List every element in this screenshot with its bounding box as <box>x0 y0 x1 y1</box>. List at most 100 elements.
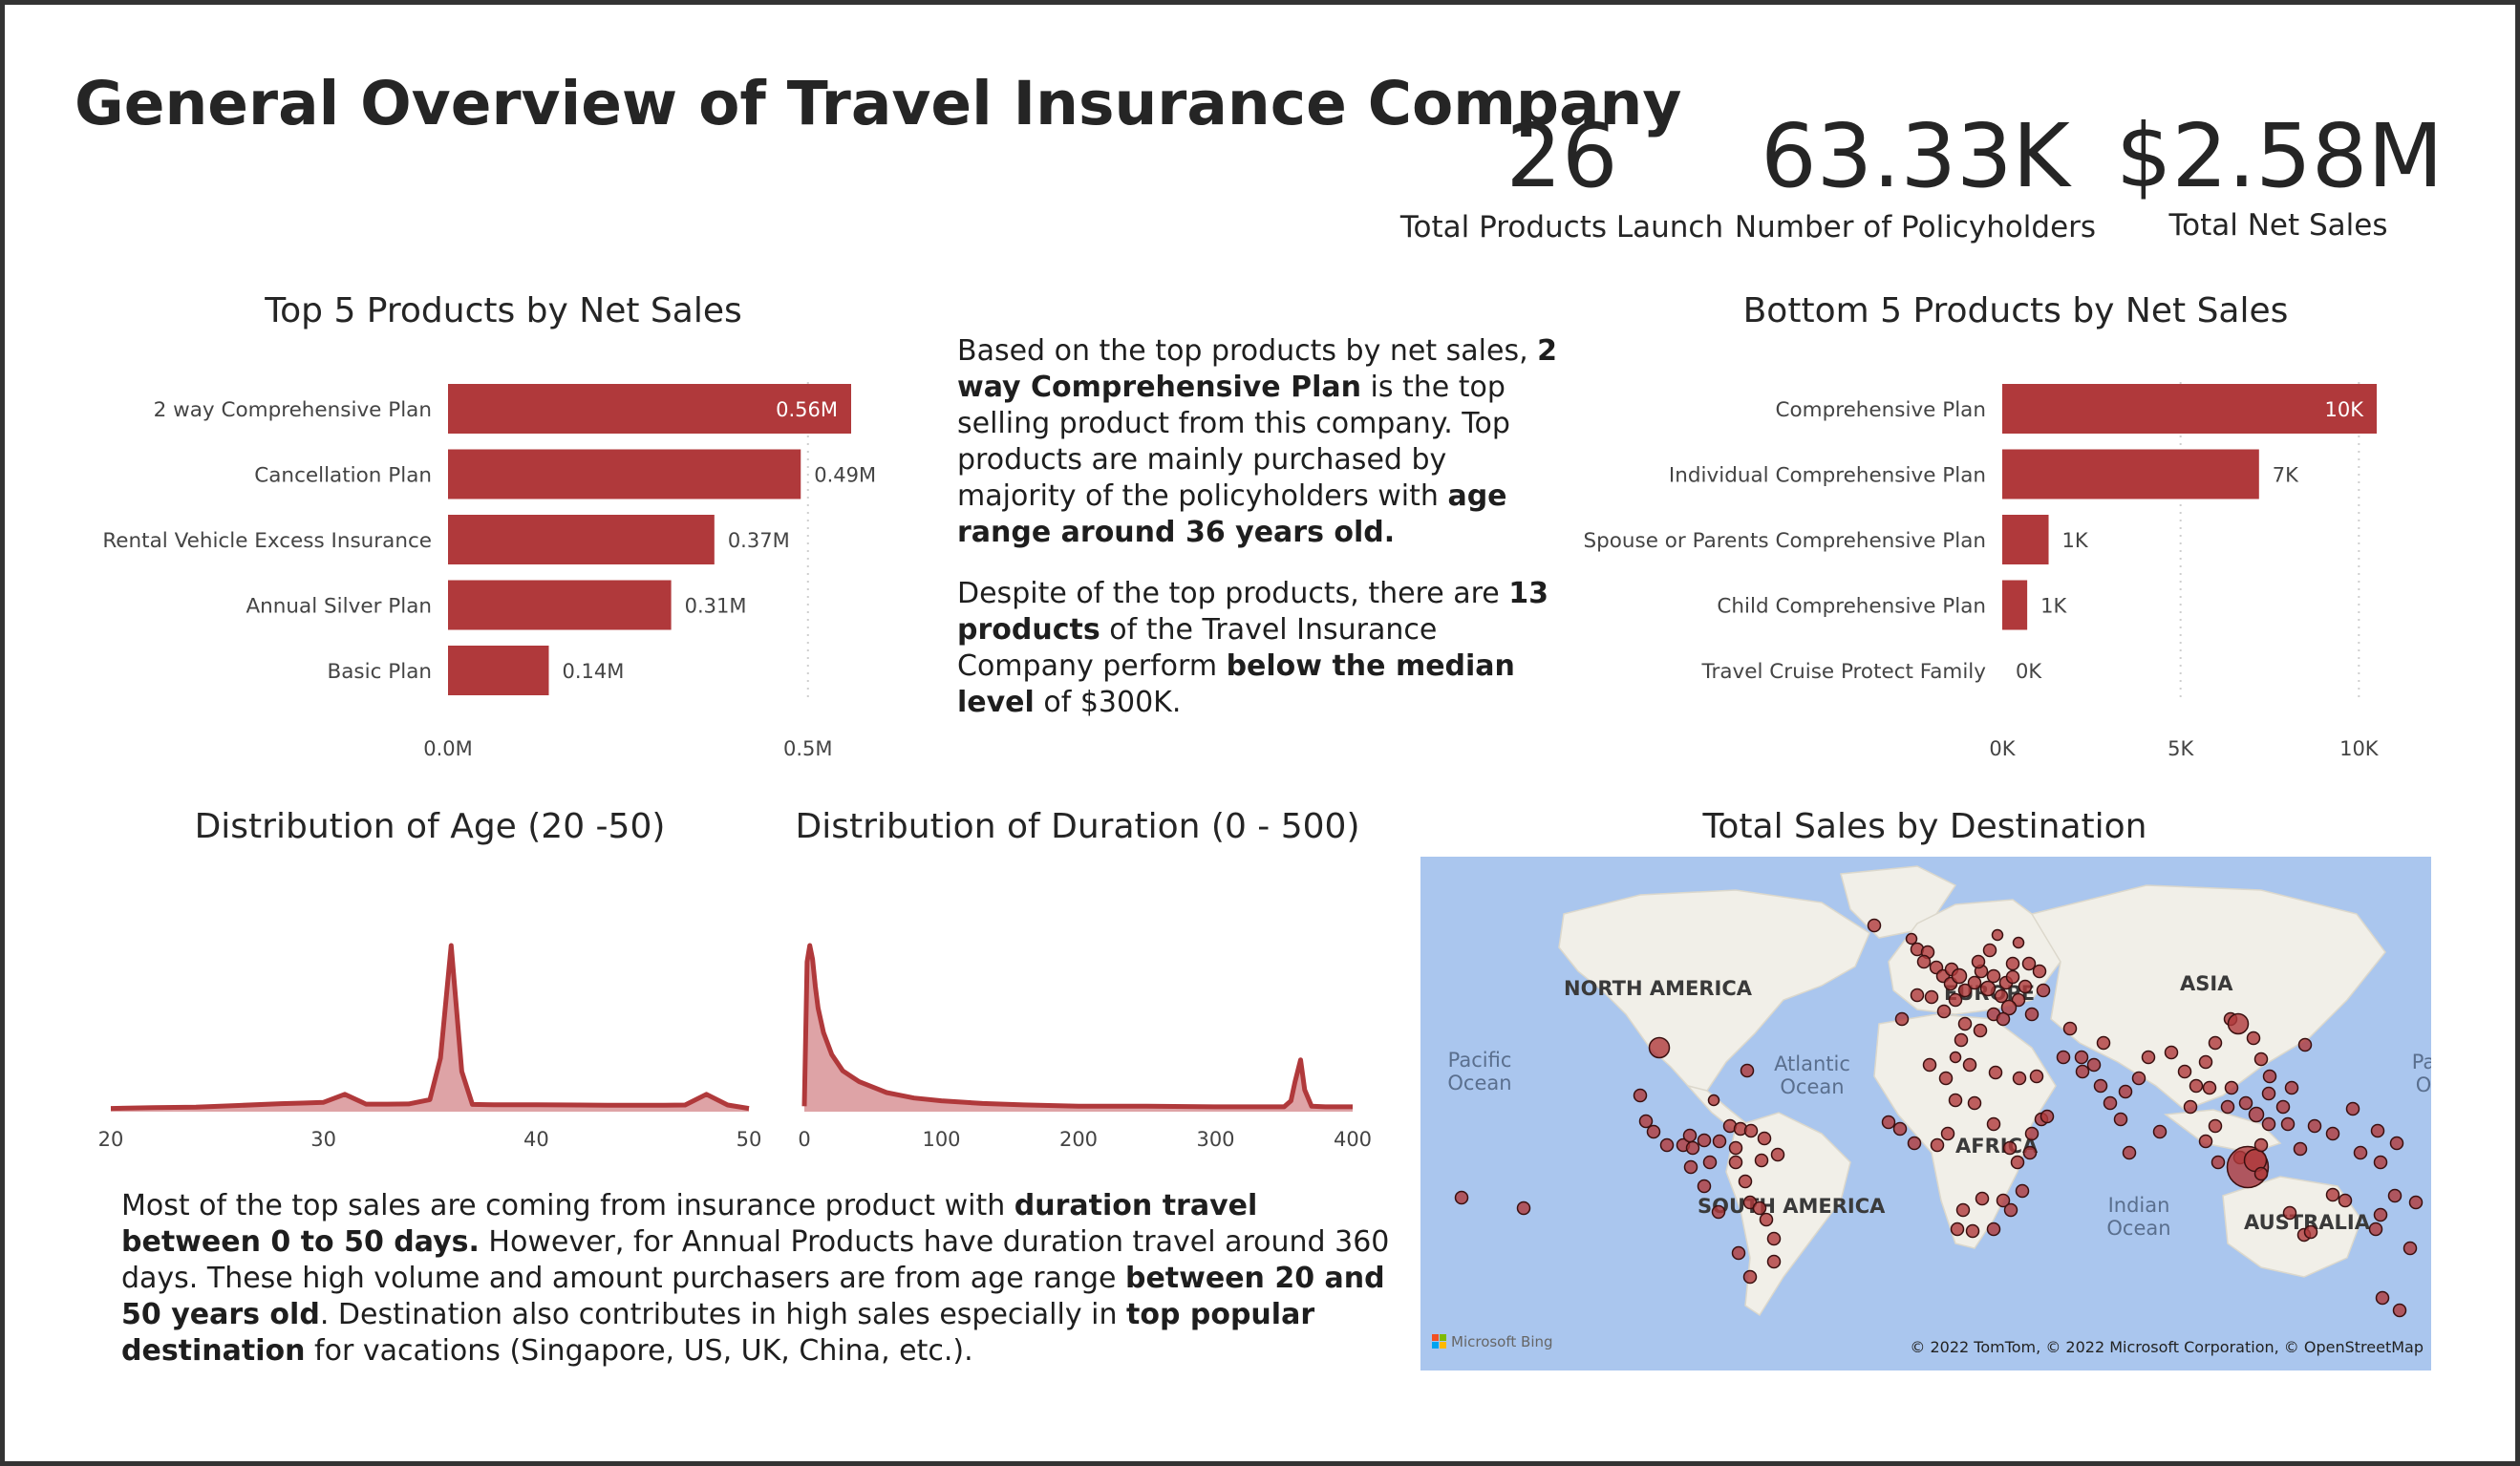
top5-bar[interactable] <box>448 646 549 695</box>
map-bubble[interactable] <box>2074 1050 2089 1065</box>
map-bubble[interactable] <box>2403 1241 2418 1256</box>
map-bubble[interactable] <box>2122 1145 2137 1160</box>
map-bubble[interactable] <box>2338 1193 2353 1208</box>
map-bubble[interactable] <box>1752 1200 1767 1216</box>
map-bubble[interactable] <box>2208 1035 2223 1051</box>
map-bubble[interactable] <box>1659 1137 1675 1153</box>
map-bubble[interactable] <box>1965 1223 1980 1239</box>
map-bubble[interactable] <box>2164 1045 2179 1060</box>
map-bubble[interactable] <box>2389 1136 2404 1151</box>
top5-bar[interactable] <box>448 449 801 499</box>
map-bubble[interactable] <box>2032 964 2047 979</box>
map-bubble[interactable] <box>1633 1088 1648 1103</box>
bottom5-bar[interactable] <box>2002 449 2259 499</box>
map-bubble[interactable] <box>1697 1179 1712 1194</box>
map-bubble[interactable] <box>1738 1174 1753 1189</box>
map-bubble[interactable] <box>1638 1114 1654 1129</box>
map-bubble[interactable] <box>1936 1004 1952 1019</box>
map-bubble[interactable] <box>2261 1086 2276 1101</box>
map-bubble[interactable] <box>2303 1224 2318 1240</box>
map-bubble[interactable] <box>1949 1051 1962 1064</box>
map-bubble[interactable] <box>1973 1023 1988 1038</box>
map-bubble[interactable] <box>1938 1071 1954 1086</box>
map-bubble[interactable] <box>2062 1021 2078 1036</box>
bottom5-bar[interactable] <box>2002 515 2049 564</box>
map-bubble[interactable] <box>1867 918 1882 933</box>
map-bubble[interactable] <box>1971 954 1986 969</box>
map-bubble[interactable] <box>2131 1071 2146 1086</box>
map-bubble[interactable] <box>1697 1133 1712 1148</box>
map-bubble[interactable] <box>2368 1222 2383 1237</box>
map-bubble[interactable] <box>2024 1126 2039 1141</box>
map-bubble[interactable] <box>1940 1126 1955 1141</box>
map-bubble[interactable] <box>2010 1155 2025 1170</box>
map-bubble[interactable] <box>1996 1011 2011 1027</box>
map-bubble[interactable] <box>2248 1106 2265 1123</box>
map-bubble[interactable] <box>1948 1093 1963 1108</box>
map-bubble[interactable] <box>1991 928 2004 942</box>
map-bubble[interactable] <box>2177 1064 2192 1079</box>
map-bubble[interactable] <box>2002 1140 2018 1156</box>
map-bubble[interactable] <box>1454 1190 1469 1205</box>
map-bubble[interactable] <box>2373 1207 2388 1222</box>
map-bubble[interactable] <box>1922 1057 1937 1073</box>
map-bubble[interactable] <box>2183 1099 2198 1115</box>
map-bubble[interactable] <box>1955 1202 1971 1218</box>
map-bubble[interactable] <box>2262 1069 2277 1084</box>
map-bubble[interactable] <box>2253 1052 2269 1067</box>
map-bubble[interactable] <box>1757 1131 1772 1146</box>
map-bubble[interactable] <box>1728 1155 1743 1170</box>
map-bubble[interactable] <box>2012 1071 2027 1086</box>
map-bubble[interactable] <box>2096 1035 2111 1051</box>
map-bubble[interactable] <box>1894 1011 1910 1027</box>
map-bubble[interactable] <box>2113 1112 2128 1127</box>
map-bubble[interactable] <box>1712 1134 1727 1149</box>
map-bubble[interactable] <box>1986 968 2001 984</box>
map-bubble[interactable] <box>2220 1099 2235 1115</box>
map-bubble[interactable] <box>2198 1134 2213 1149</box>
map-bubble[interactable] <box>2246 1030 2261 1046</box>
map-bubble[interactable] <box>1728 1140 1743 1156</box>
map-bubble[interactable] <box>2005 956 2020 971</box>
map-bubble[interactable] <box>2307 1118 2322 1134</box>
map-bubble[interactable] <box>2118 1084 2133 1099</box>
map-bubble[interactable] <box>2325 1126 2340 1141</box>
map-bubble[interactable] <box>2353 1145 2368 1160</box>
map-bubble[interactable] <box>1979 980 1997 997</box>
map-bubble[interactable] <box>1702 1155 1718 1170</box>
map-bubble[interactable] <box>2018 979 2033 994</box>
map-bubble[interactable] <box>2392 1303 2407 1318</box>
map-bubble[interactable] <box>1731 1245 1746 1261</box>
map-bubble[interactable] <box>1957 983 1973 998</box>
map-bubble[interactable] <box>2103 1095 2118 1111</box>
map-bubble[interactable] <box>2012 936 2025 949</box>
map-bubble[interactable] <box>1962 1057 1977 1073</box>
map-bubble[interactable] <box>2003 1202 2018 1218</box>
map-bubble[interactable] <box>2253 1166 2269 1181</box>
map-bubble[interactable] <box>2282 1205 2297 1221</box>
map-bubble[interactable] <box>1905 932 1918 945</box>
map-bubble[interactable] <box>1994 988 2009 1004</box>
map-bubble[interactable] <box>1740 1063 1755 1078</box>
map-bubble[interactable] <box>2373 1155 2388 1170</box>
map-bubble[interactable] <box>1950 1222 1965 1237</box>
map-bubble[interactable] <box>2036 983 2051 998</box>
map-bubble[interactable] <box>1707 1094 1720 1107</box>
map-bubble[interactable] <box>2208 1118 2223 1134</box>
map-bubble[interactable] <box>2387 1188 2403 1203</box>
map-bubble[interactable] <box>2198 1054 2213 1070</box>
map-bubble[interactable] <box>2029 1069 2044 1084</box>
map-bubble[interactable] <box>1754 1153 1769 1168</box>
map-bubble[interactable] <box>1682 1128 1698 1143</box>
map-bubble[interactable] <box>1951 967 1968 985</box>
map-bubble[interactable] <box>1986 1116 2001 1132</box>
map-bubble[interactable] <box>2325 1187 2340 1202</box>
map-bubble[interactable] <box>2227 1012 2250 1035</box>
map-bubble[interactable] <box>2238 1095 2253 1111</box>
map-bubble[interactable] <box>2056 1050 2071 1065</box>
map-bubble[interactable] <box>1685 1140 1700 1156</box>
map-bubble[interactable] <box>2086 1057 2102 1073</box>
map-bubble[interactable] <box>1916 954 1932 969</box>
map-bubble[interactable] <box>2011 992 2026 1008</box>
map-bubble[interactable] <box>1948 992 1963 1008</box>
